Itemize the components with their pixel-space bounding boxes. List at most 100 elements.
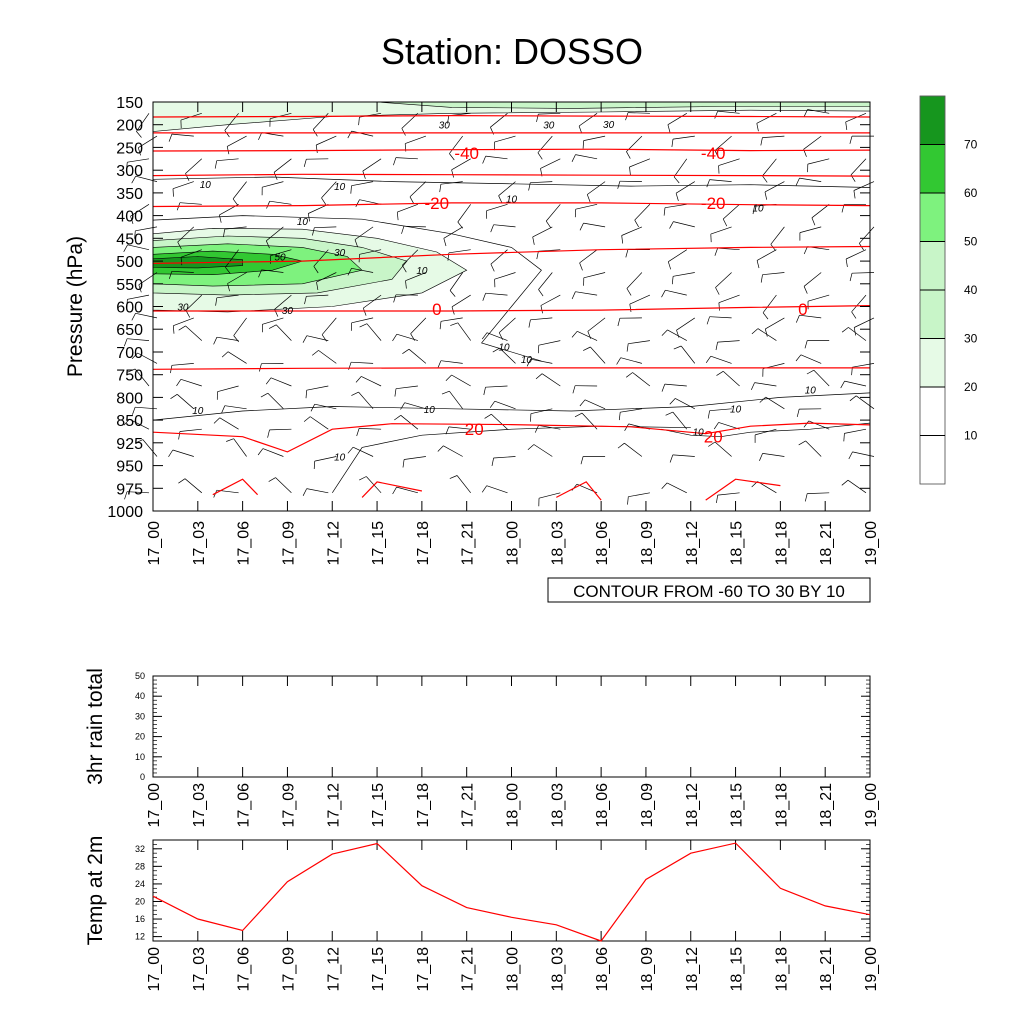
wind-barb: [171, 270, 194, 273]
wind-barb: [530, 181, 553, 184]
wind-barb: [404, 456, 426, 460]
wind-barb-feather: [219, 214, 222, 223]
wind-barb: [757, 328, 777, 341]
wind-barb-feather: [756, 260, 760, 269]
y-tick-label: 975: [116, 481, 143, 498]
y-tick-label: 950: [116, 459, 143, 476]
x-tick-label: 18_09: [639, 783, 656, 828]
wind-barb: [129, 418, 150, 430]
wind-barb: [498, 317, 516, 333]
wind-barb: [628, 340, 650, 345]
wind-barb-feather: [536, 114, 539, 122]
y-tick-label: 700: [116, 345, 143, 362]
panel-frame: [152, 675, 871, 778]
wind-barb-feather: [676, 330, 680, 338]
wind-barb: [308, 203, 329, 214]
x-tick-label: 18_12: [684, 783, 701, 828]
wind-barb-feather: [540, 305, 543, 314]
wind-barb: [233, 438, 247, 457]
x-tick-label: 17_06: [236, 521, 253, 566]
temperature-contour: [152, 367, 870, 370]
colorbar-box: [919, 289, 946, 339]
wind-barb-feather: [273, 172, 278, 180]
wind-barb-feather: [528, 182, 531, 191]
wind-barb: [232, 181, 247, 200]
wind-barb-feather: [305, 390, 308, 399]
wind-barb-feather: [714, 150, 719, 158]
wind-barb-feather: [443, 238, 447, 247]
wind-barb-feather: [482, 155, 487, 164]
wind-barb: [538, 272, 553, 290]
wind-barb: [540, 294, 561, 306]
wind-barb: [269, 200, 292, 205]
wind-barb: [172, 449, 194, 457]
wind-barb-feather: [214, 160, 218, 169]
wind-barb-feather: [347, 446, 354, 454]
wind-barb: [135, 406, 158, 410]
wind-barb-feather: [579, 399, 586, 407]
wind-barb-feather: [221, 405, 226, 414]
wind-barb: [803, 135, 822, 150]
wind-barb-feather: [626, 288, 632, 296]
wind-barb-feather: [617, 442, 625, 449]
y-tick-label: 850: [116, 413, 143, 430]
wind-barb: [490, 249, 508, 265]
wind-barb-feather: [571, 291, 576, 300]
wind-barb: [262, 317, 284, 325]
wind-barb: [540, 158, 561, 169]
rh-contour-label: 10: [200, 180, 212, 191]
wind-barb-feather: [484, 413, 492, 419]
wind-barb-feather: [764, 328, 768, 337]
x-tick-label: 19_00: [863, 521, 880, 566]
wind-barb-feather: [804, 493, 808, 502]
wind-barb: [575, 154, 598, 160]
temperature-contour: [212, 478, 259, 496]
wind-barb-feather: [498, 195, 503, 204]
wind-barb-feather: [170, 394, 178, 399]
wind-barb: [709, 316, 732, 319]
rh-contour-label: 10: [334, 453, 346, 464]
y-tick-label: 20: [135, 732, 145, 742]
contour-info-text: CONTOUR FROM -60 TO 30 BY 10: [573, 582, 845, 601]
wind-barb-feather: [545, 220, 551, 228]
wind-barb-feather: [624, 423, 629, 431]
wind-barb: [587, 181, 606, 195]
wind-barb: [269, 428, 292, 431]
wind-barb: [262, 448, 284, 457]
wind-barb-feather: [358, 117, 360, 126]
y-tick-label: 150: [116, 95, 143, 112]
y-tick-label: 0: [140, 772, 145, 782]
rh-contour-10-lower: [152, 392, 871, 421]
wind-barb-feather: [841, 327, 849, 333]
wind-barb: [667, 113, 687, 125]
wind-barb-feather: [347, 268, 352, 276]
wind-barb-feather: [394, 415, 402, 421]
wind-barb: [845, 249, 867, 260]
wind-barb-feather: [840, 380, 845, 389]
wind-barb-feather: [258, 269, 262, 278]
rh-contour-label: 10: [730, 404, 742, 415]
wind-barb: [409, 181, 427, 198]
wind-barb: [180, 249, 202, 258]
wind-barb: [227, 351, 247, 364]
wind-barb-feather: [616, 357, 621, 365]
wind-barb: [366, 323, 382, 341]
wind-barb-feather: [258, 132, 263, 141]
wind-barb: [443, 445, 463, 457]
wind-barb-feather: [354, 239, 359, 248]
wind-barb-feather: [266, 201, 271, 209]
wind-barb-feather: [313, 266, 319, 274]
wind-barb: [498, 181, 516, 196]
t2m-line: [152, 842, 871, 942]
wind-barb-feather: [313, 461, 316, 470]
y-tick-label: 28: [135, 861, 145, 871]
wind-barb-feather: [667, 124, 671, 133]
wind-barb: [714, 441, 732, 457]
wind-barb-feather: [265, 377, 272, 385]
wind-barb-feather: [708, 441, 716, 447]
wind-barb: [306, 294, 329, 297]
wind-barb: [590, 346, 606, 364]
x-tick-label: 17_09: [280, 521, 297, 566]
wind-barb: [762, 135, 785, 138]
wind-barb: [538, 340, 561, 346]
